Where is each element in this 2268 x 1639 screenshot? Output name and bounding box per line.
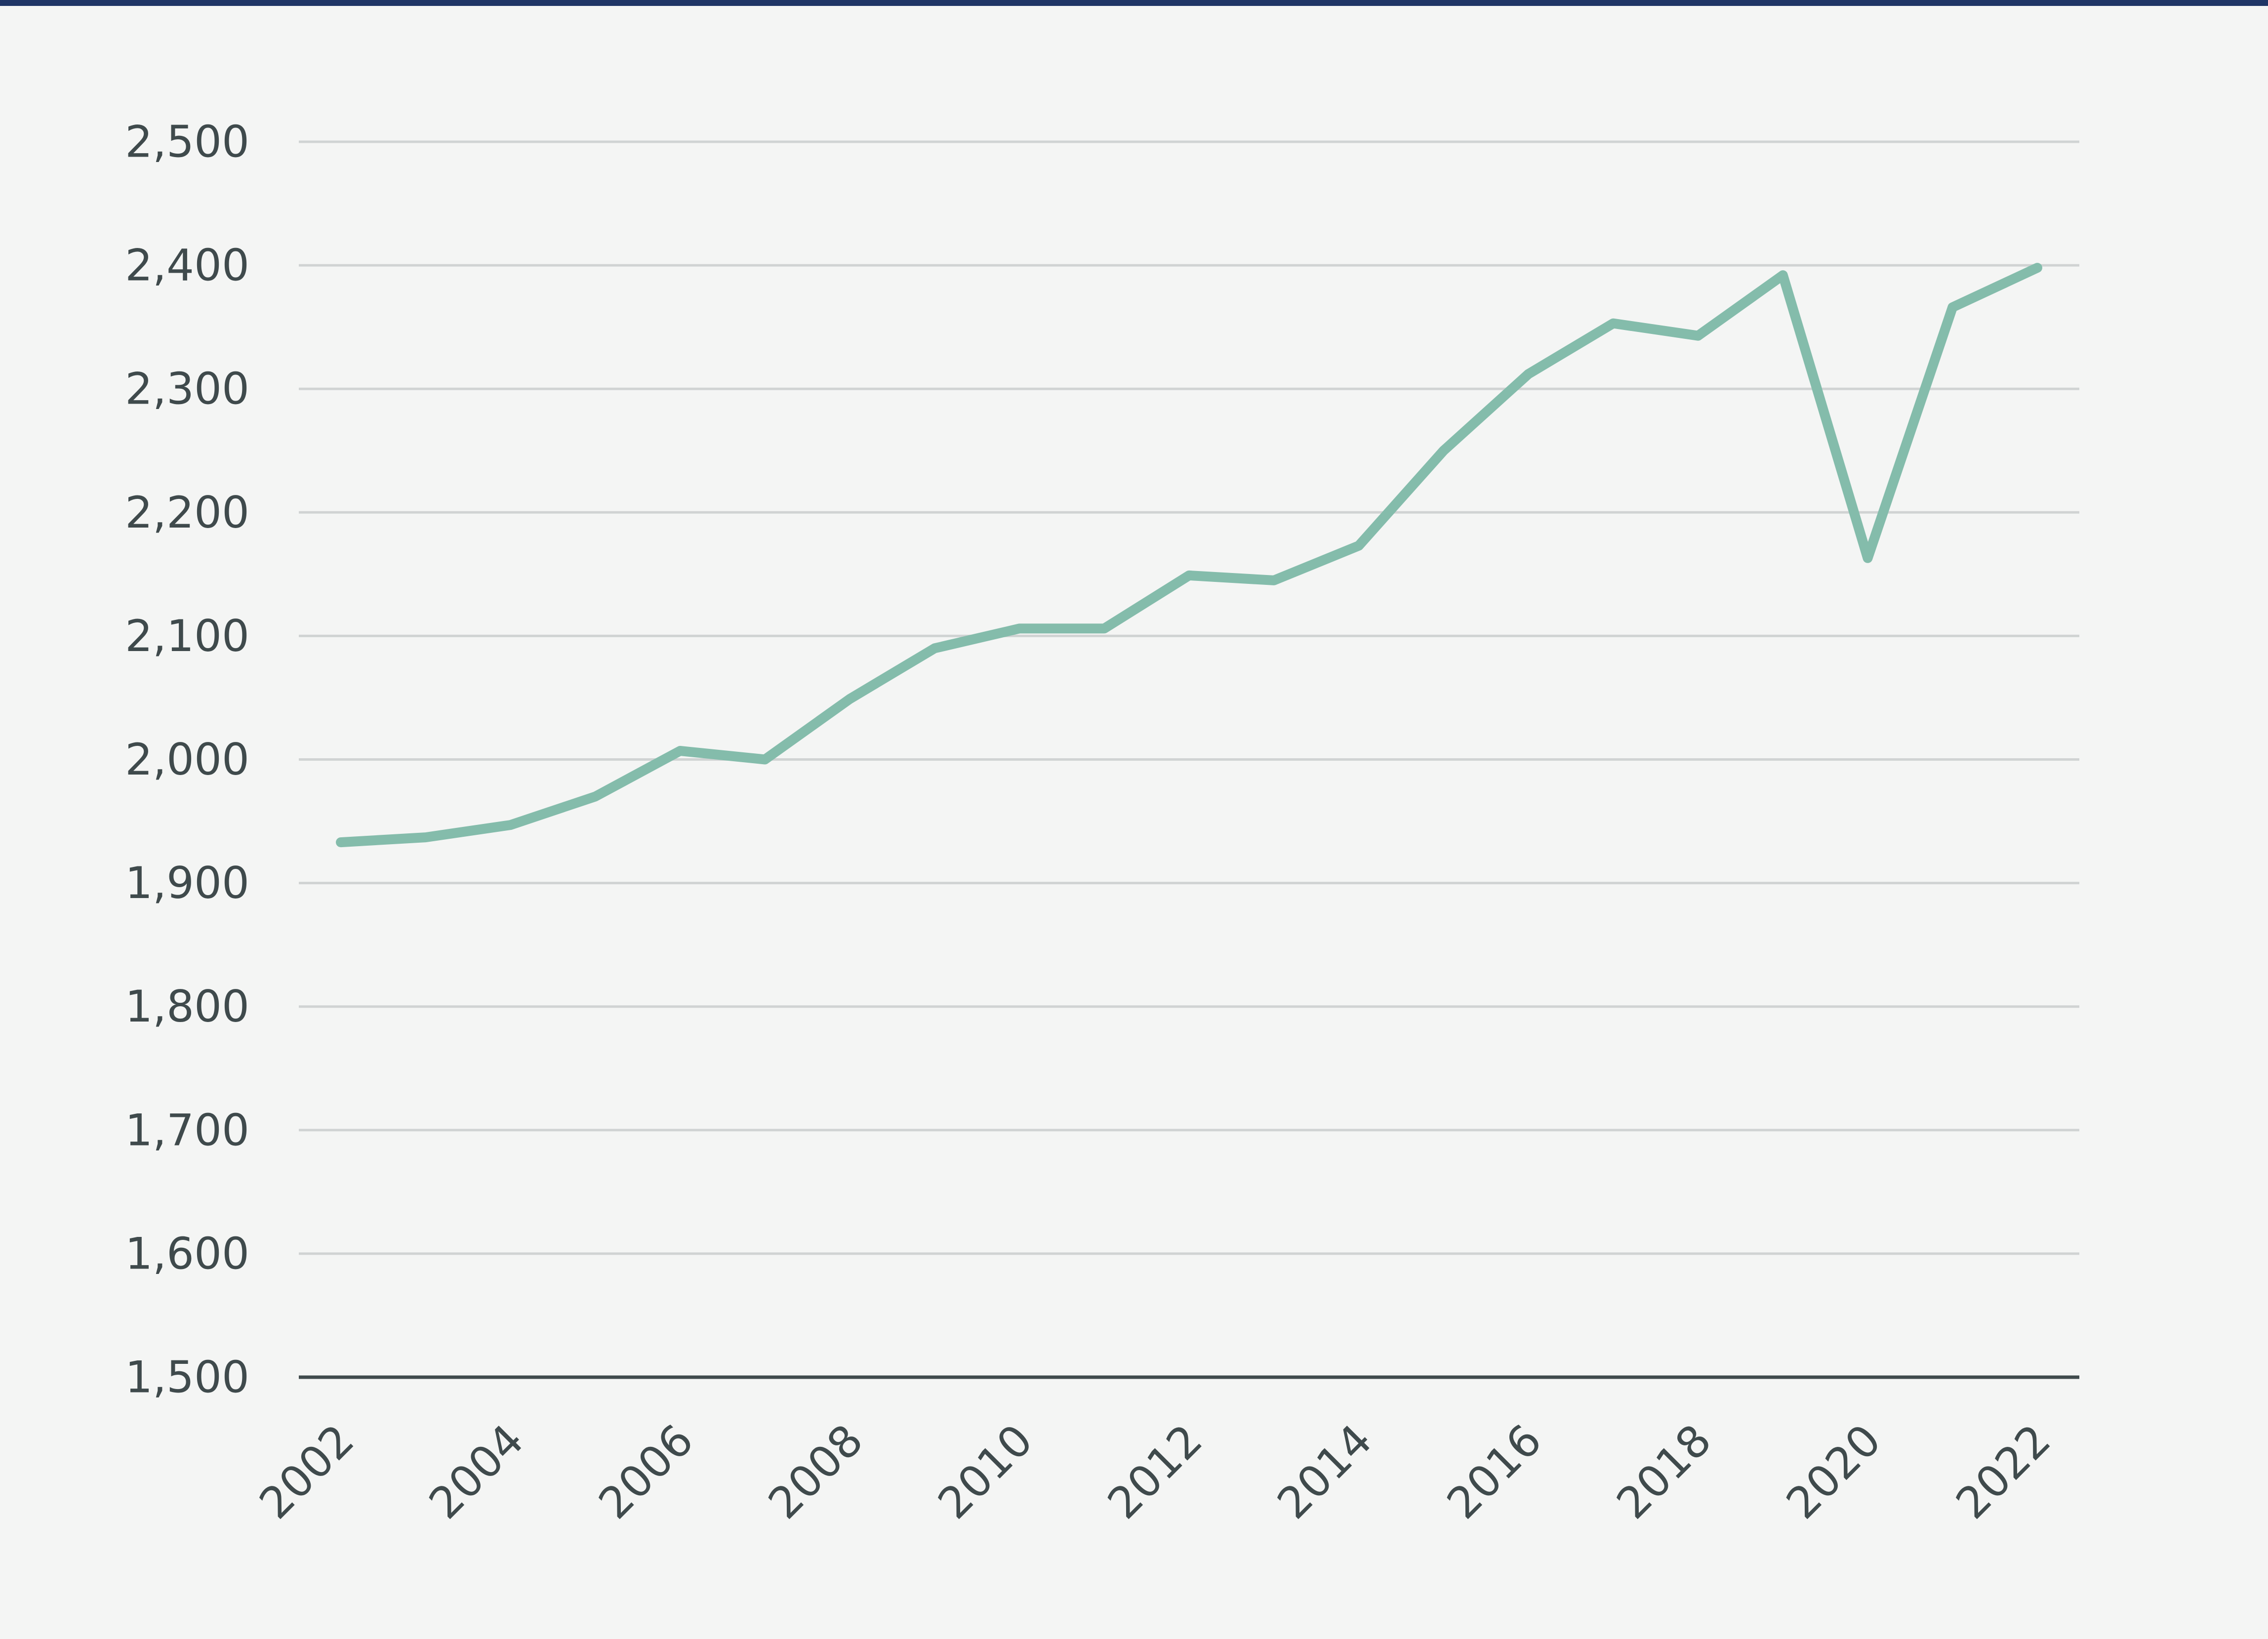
y-tick-label: 1,700 bbox=[125, 1105, 249, 1155]
y-tick-label: 1,500 bbox=[125, 1352, 249, 1403]
x-tick-label: 2008 bbox=[759, 1415, 873, 1529]
y-tick-label: 1,800 bbox=[125, 981, 249, 1032]
series-line bbox=[336, 263, 2042, 848]
y-tick-label: 2,000 bbox=[125, 734, 249, 785]
grid-lines bbox=[299, 140, 2079, 1255]
y-tick-label: 2,100 bbox=[125, 611, 249, 661]
y-tick-label: 2,300 bbox=[125, 364, 249, 414]
x-tick-label: 2020 bbox=[1777, 1415, 1891, 1529]
y-tick-label: 1,900 bbox=[125, 858, 249, 908]
x-tick-label: 2004 bbox=[419, 1415, 533, 1529]
y-tick-label: 2,200 bbox=[125, 487, 249, 538]
x-axis-tick-labels: 2002 2004 2006 2008 2010 2012 2014 2016 2018 2020… bbox=[249, 1415, 2060, 1529]
x-tick-label: 2018 bbox=[1607, 1415, 1721, 1529]
x-tick-label: 2022 bbox=[1946, 1415, 2060, 1529]
x-tick-label: 2006 bbox=[589, 1415, 703, 1529]
x-tick-label: 2002 bbox=[249, 1415, 364, 1529]
x-tick-label: 2016 bbox=[1437, 1415, 1551, 1529]
y-axis-tick-labels: 1,500 1,600 1,700 1,800 1,900 2,000 2,100 2,200… bbox=[125, 117, 249, 1403]
x-tick-label: 2010 bbox=[928, 1415, 1042, 1529]
y-tick-label: 1,600 bbox=[125, 1228, 249, 1279]
x-tick-label: 2012 bbox=[1098, 1415, 1212, 1529]
top-rule bbox=[0, 0, 2268, 6]
y-tick-label: 2,500 bbox=[125, 117, 249, 167]
y-tick-label: 2,400 bbox=[125, 240, 249, 291]
x-tick-label: 2014 bbox=[1267, 1415, 1381, 1529]
